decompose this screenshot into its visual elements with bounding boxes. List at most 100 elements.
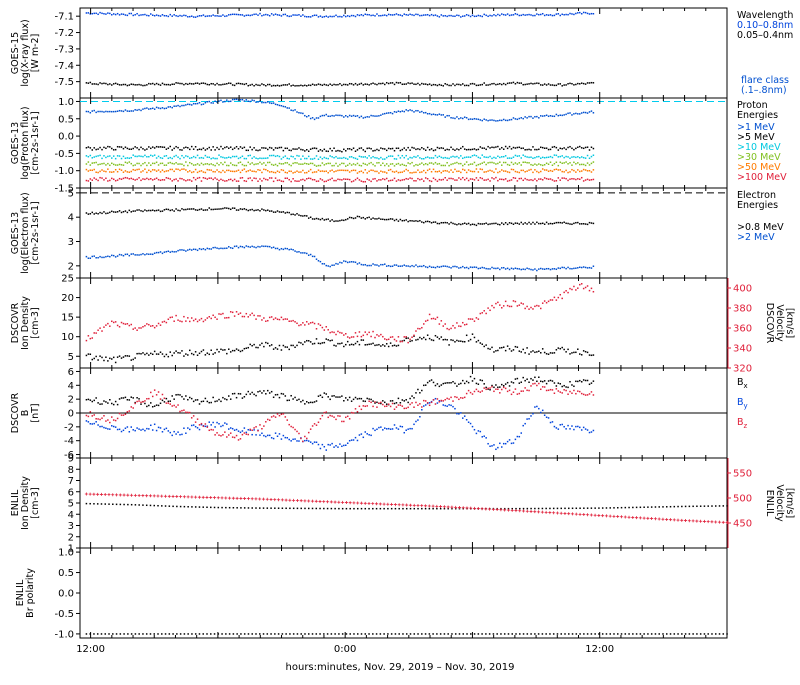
data-point [542,115,544,117]
data-point [503,346,505,348]
data-point [400,172,402,174]
data-point [269,345,271,347]
data-point [191,506,193,508]
data-point [263,317,265,319]
data-point [550,380,552,382]
data-point [246,83,248,85]
data-point [351,15,353,17]
data-point [191,249,193,251]
data-point [478,164,480,166]
data-point [460,84,462,86]
data-point [283,157,285,159]
data-point [288,249,290,251]
data-point [183,179,185,181]
data-point [173,210,175,212]
data-point [620,515,623,518]
series-goes13-electron-0 [86,207,594,226]
data-point [625,507,627,509]
data-point [142,85,144,87]
data-point [193,16,195,18]
data-point [505,388,507,390]
data-point [177,180,179,182]
data-point [427,147,429,149]
data-point [214,633,216,635]
data-point [446,157,448,159]
data-point [111,111,113,113]
data-point [144,400,146,402]
data-point [117,171,119,173]
data-point [269,102,271,104]
data-point [171,395,173,397]
data-point [123,111,125,113]
data-point [285,172,287,174]
data-point [287,172,289,174]
data-point [480,177,482,179]
data-point [113,111,115,113]
data-point [380,83,382,85]
data-point [333,180,335,182]
data-point [263,84,265,86]
data-point [382,113,384,115]
data-point [333,147,335,149]
data-point [93,177,95,179]
data-point [437,223,439,225]
data-point [395,633,397,635]
data-point [343,170,345,172]
data-point [390,169,392,171]
data-point [554,382,556,384]
data-point [273,85,275,87]
data-point [275,248,277,250]
data-point [312,402,314,404]
data-point [132,169,134,171]
data-point [267,170,269,172]
data-point [470,83,472,85]
data-point [314,171,316,173]
data-point [437,336,439,338]
data-point [177,16,179,18]
data-point [322,162,324,164]
y-tick-label: 4 [68,213,74,224]
data-point [337,331,339,333]
data-point [240,172,242,174]
data-point [489,162,491,164]
data-point [107,84,109,86]
data-point [261,180,263,182]
data-point [329,399,331,401]
data-point [427,170,429,172]
data-point [308,508,310,510]
data-point [509,172,511,174]
data-point [382,336,384,338]
data-point [324,157,326,159]
data-point [195,209,197,211]
data-point [339,220,341,222]
data-point [203,103,205,105]
data-point [97,111,99,113]
data-point [443,179,445,181]
data-point [417,389,419,391]
data-point [386,343,388,345]
data-point [191,417,193,419]
data-point [440,508,442,510]
data-point [472,393,474,395]
data-point [255,210,257,212]
data-point [125,428,127,430]
data-point [109,171,111,173]
data-point [287,158,289,160]
data-point [491,83,493,85]
data-point [386,157,388,159]
data-point [197,82,199,84]
data-point [107,180,109,182]
data-point [526,170,528,172]
data-point [458,177,460,179]
data-point [495,350,497,352]
data-point [119,164,121,166]
series-dscovr-mag-2 [86,383,594,442]
data-point [103,400,105,402]
data-point [605,514,608,517]
data-point [476,85,478,87]
data-point [156,404,158,406]
data-point [162,146,164,148]
data-point [495,384,497,386]
data-point [242,397,244,399]
data-point [285,395,287,397]
